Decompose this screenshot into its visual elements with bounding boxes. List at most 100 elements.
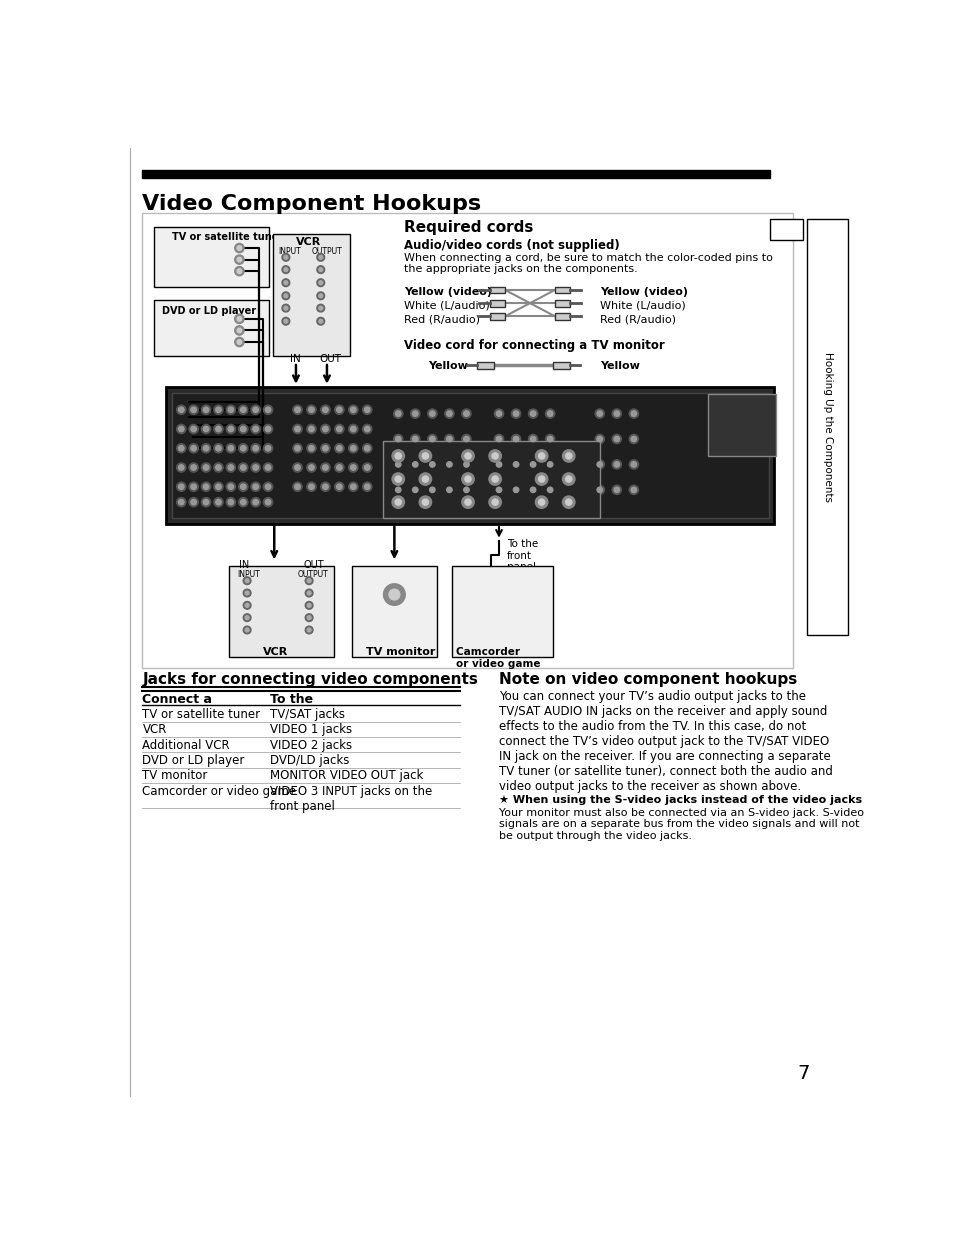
Circle shape xyxy=(612,409,620,418)
Circle shape xyxy=(629,434,638,444)
Circle shape xyxy=(318,319,322,323)
Bar xyxy=(489,286,505,293)
Circle shape xyxy=(565,499,571,506)
Text: TV monitor: TV monitor xyxy=(365,647,435,657)
Circle shape xyxy=(427,460,436,469)
Circle shape xyxy=(238,406,248,414)
Circle shape xyxy=(410,409,419,418)
Circle shape xyxy=(492,499,497,506)
Circle shape xyxy=(305,602,313,609)
Text: VCR: VCR xyxy=(142,723,167,736)
Circle shape xyxy=(251,444,260,453)
Circle shape xyxy=(284,268,288,271)
Text: DVD/LD jacks: DVD/LD jacks xyxy=(270,753,350,767)
Circle shape xyxy=(263,462,273,472)
Text: Connect a: Connect a xyxy=(142,693,213,707)
Text: OUT: OUT xyxy=(303,560,324,570)
Circle shape xyxy=(191,485,196,490)
Text: When connecting a cord, be sure to match the color-coded pins to
the appropriate: When connecting a cord, be sure to match… xyxy=(404,253,773,274)
Circle shape xyxy=(494,486,503,494)
Circle shape xyxy=(320,424,330,434)
Text: Yellow (video): Yellow (video) xyxy=(404,286,492,297)
Circle shape xyxy=(392,450,404,462)
Text: VIDEO 2 jacks: VIDEO 2 jacks xyxy=(270,739,352,752)
Text: To the
front
panel: To the front panel xyxy=(506,539,537,572)
Circle shape xyxy=(309,485,314,490)
Circle shape xyxy=(488,473,500,486)
Circle shape xyxy=(322,445,328,451)
Circle shape xyxy=(446,487,452,492)
Circle shape xyxy=(236,328,241,333)
Circle shape xyxy=(322,407,328,413)
Circle shape xyxy=(335,406,344,414)
Circle shape xyxy=(253,465,258,470)
Circle shape xyxy=(362,406,372,414)
Bar xyxy=(142,169,769,178)
Circle shape xyxy=(236,245,241,250)
Circle shape xyxy=(537,476,544,482)
Text: Yellow (video): Yellow (video) xyxy=(599,286,687,297)
Circle shape xyxy=(494,409,503,418)
Circle shape xyxy=(245,628,249,631)
Bar xyxy=(154,301,269,356)
Text: Red (R/audio): Red (R/audio) xyxy=(404,314,480,324)
Circle shape xyxy=(335,482,344,492)
Circle shape xyxy=(253,485,258,490)
Circle shape xyxy=(535,473,547,486)
Text: You can connect your TV’s audio output jacks to the
TV/SAT AUDIO IN jacks on the: You can connect your TV’s audio output j… xyxy=(498,690,832,793)
Text: VIDEO 3 INPUT jacks on the
front panel: VIDEO 3 INPUT jacks on the front panel xyxy=(270,784,432,813)
Circle shape xyxy=(282,279,290,286)
Circle shape xyxy=(305,577,313,584)
Circle shape xyxy=(189,482,198,492)
Circle shape xyxy=(427,409,436,418)
Circle shape xyxy=(263,444,273,453)
Circle shape xyxy=(362,462,372,472)
Bar xyxy=(555,313,570,319)
Circle shape xyxy=(234,314,244,323)
Circle shape xyxy=(305,614,313,621)
Circle shape xyxy=(251,406,260,414)
Circle shape xyxy=(316,254,324,261)
Circle shape xyxy=(293,406,302,414)
Bar xyxy=(229,566,334,657)
Circle shape xyxy=(348,482,357,492)
Circle shape xyxy=(228,499,233,504)
Circle shape xyxy=(513,436,518,441)
Circle shape xyxy=(189,498,198,507)
Circle shape xyxy=(307,628,311,631)
Circle shape xyxy=(201,424,211,434)
Circle shape xyxy=(282,266,290,274)
Text: Camcorder or video game: Camcorder or video game xyxy=(142,784,296,798)
Circle shape xyxy=(461,460,471,469)
Circle shape xyxy=(213,406,223,414)
Circle shape xyxy=(461,434,471,444)
Circle shape xyxy=(238,444,248,453)
Circle shape xyxy=(228,485,233,490)
Circle shape xyxy=(191,445,196,451)
Circle shape xyxy=(243,589,251,597)
Text: Camcorder 
or video game: Camcorder or video game xyxy=(456,647,540,668)
Circle shape xyxy=(429,461,435,467)
Circle shape xyxy=(318,255,322,259)
Circle shape xyxy=(284,293,288,297)
Text: Required cords: Required cords xyxy=(404,221,534,236)
Circle shape xyxy=(309,407,314,413)
Bar xyxy=(769,218,802,240)
Circle shape xyxy=(597,461,602,467)
Circle shape xyxy=(265,485,271,490)
Circle shape xyxy=(176,424,186,434)
Circle shape xyxy=(238,424,248,434)
Circle shape xyxy=(595,486,604,494)
Bar xyxy=(382,440,599,518)
Circle shape xyxy=(488,450,500,462)
Circle shape xyxy=(364,445,370,451)
Circle shape xyxy=(251,498,260,507)
Text: TV or satellite tuner: TV or satellite tuner xyxy=(172,232,283,242)
Bar xyxy=(142,213,793,668)
Circle shape xyxy=(422,453,428,459)
Circle shape xyxy=(294,485,300,490)
Circle shape xyxy=(178,499,184,504)
Circle shape xyxy=(412,461,417,467)
Circle shape xyxy=(234,326,244,335)
Circle shape xyxy=(562,496,575,508)
